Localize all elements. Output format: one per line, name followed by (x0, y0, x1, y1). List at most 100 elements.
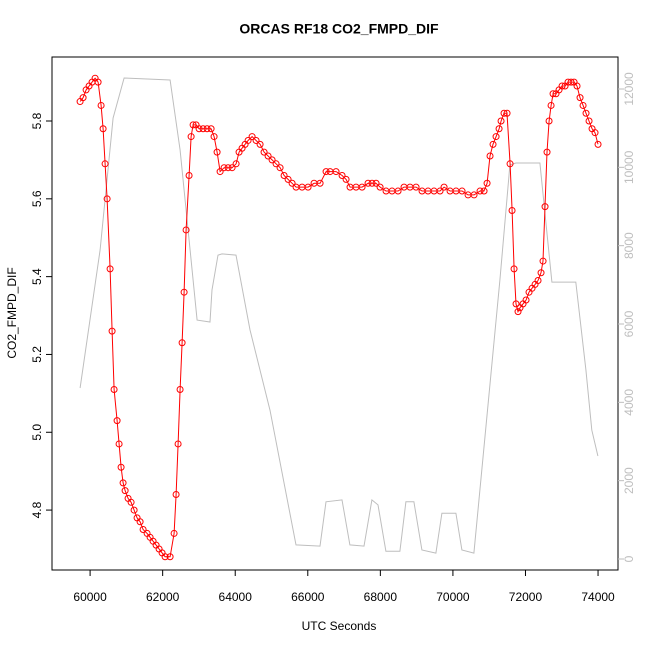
data-point (252, 136, 260, 144)
data-point (113, 417, 121, 425)
data-point (106, 265, 114, 273)
data-point (476, 187, 484, 195)
data-point (541, 203, 549, 211)
y-tick-label: 5.4 (30, 268, 44, 285)
data-point (492, 133, 500, 141)
data-point (108, 327, 116, 335)
data-point (213, 148, 221, 156)
data-point (316, 179, 324, 187)
data-point (260, 148, 268, 156)
data-point (368, 179, 376, 187)
data-point (79, 94, 87, 102)
y2-tick-label: 6000 (622, 310, 636, 337)
data-point (115, 440, 123, 448)
data-point (591, 129, 599, 137)
data-point (110, 385, 118, 393)
data-point (342, 175, 350, 183)
data-point (495, 125, 503, 133)
data-point (539, 257, 547, 265)
data-point (248, 133, 256, 141)
y-tick-label: 5.8 (30, 112, 44, 129)
data-point (458, 187, 466, 195)
data-point (264, 152, 272, 160)
data-point (500, 109, 508, 117)
data-point (187, 133, 195, 141)
data-point (394, 187, 402, 195)
data-point (558, 82, 566, 90)
y-tick-label: 5.6 (30, 190, 44, 207)
data-point (228, 164, 236, 172)
data-point (101, 160, 109, 168)
data-point (372, 179, 380, 187)
series-line (79, 77, 599, 558)
data-point (338, 171, 346, 179)
data-point (547, 101, 555, 109)
data-point (579, 101, 587, 109)
chart-title: ORCAS RF18 CO2_FMPD_DIF (239, 21, 439, 37)
data-point (545, 117, 553, 125)
data-point (97, 101, 105, 109)
data-point (567, 78, 575, 86)
data-point (139, 526, 147, 534)
data-point (534, 277, 542, 285)
data-point (220, 164, 228, 172)
data-point (180, 288, 188, 296)
data-point (573, 82, 581, 90)
data-point (576, 94, 584, 102)
data-point (176, 385, 184, 393)
plot-frame (51, 56, 619, 571)
data-point (436, 187, 444, 195)
y2-tick-label: 10000 (622, 150, 636, 184)
data-point (543, 148, 551, 156)
data-point (358, 183, 366, 191)
data-point (483, 179, 491, 187)
data-point (210, 133, 218, 141)
data-point (207, 125, 215, 133)
data-point (178, 339, 186, 347)
x-tick-label: 72000 (509, 590, 543, 604)
data-point (585, 117, 593, 125)
x-tick-label: 70000 (436, 590, 470, 604)
data-point (412, 183, 420, 191)
y2-tick-label: 8000 (622, 232, 636, 259)
data-point (480, 187, 488, 195)
data-point (510, 265, 518, 273)
data-point (182, 226, 190, 234)
data-point (470, 191, 478, 199)
data-point (172, 491, 180, 499)
data-point (512, 300, 520, 308)
data-point (94, 78, 102, 86)
data-point (594, 140, 602, 148)
data-point (216, 168, 224, 176)
data-point (486, 152, 494, 160)
x-tick-label: 62000 (146, 590, 180, 604)
x-tick-label: 74000 (581, 590, 615, 604)
data-point (364, 179, 372, 187)
data-point (514, 308, 522, 316)
x-tick-label: 64000 (219, 590, 253, 604)
data-point (161, 553, 169, 561)
data-point (537, 269, 545, 277)
data-point (185, 171, 193, 179)
data-point (136, 518, 144, 526)
data-point (199, 125, 207, 133)
y2-tick-label: 2000 (622, 467, 636, 494)
data-point (189, 121, 197, 129)
data-point (203, 125, 211, 133)
data-point (332, 168, 340, 176)
x-tick-label: 60000 (73, 590, 107, 604)
y-axis-label: CO2_FMPD_DIF (5, 267, 19, 358)
data-point (322, 168, 330, 176)
data-point (268, 156, 276, 164)
data-point (284, 175, 292, 183)
data-point (549, 90, 557, 98)
y2-tick-label: 12000 (622, 72, 636, 106)
data-point (127, 498, 135, 506)
x-tick-label: 68000 (364, 590, 398, 604)
x-tick-label: 66000 (291, 590, 325, 604)
data-point (244, 136, 252, 144)
data-point (276, 164, 284, 172)
data-point (119, 479, 127, 487)
data-point (232, 160, 240, 168)
data-point (166, 553, 174, 561)
